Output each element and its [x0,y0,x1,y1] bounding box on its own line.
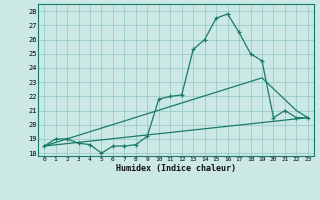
X-axis label: Humidex (Indice chaleur): Humidex (Indice chaleur) [116,164,236,173]
